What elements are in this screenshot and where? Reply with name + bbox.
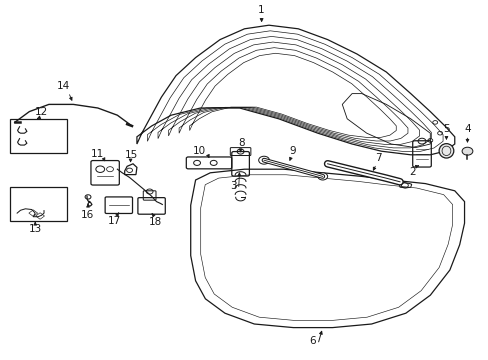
Text: 10: 10 bbox=[193, 145, 205, 156]
Text: 17: 17 bbox=[108, 216, 122, 226]
Text: 4: 4 bbox=[463, 124, 470, 134]
Circle shape bbox=[317, 173, 327, 180]
Text: 13: 13 bbox=[28, 224, 42, 234]
Text: 11: 11 bbox=[91, 149, 104, 159]
Circle shape bbox=[258, 156, 269, 164]
Ellipse shape bbox=[438, 144, 453, 158]
Text: 14: 14 bbox=[57, 81, 70, 91]
Ellipse shape bbox=[352, 169, 360, 173]
Text: 7: 7 bbox=[374, 153, 381, 163]
Text: 8: 8 bbox=[238, 138, 244, 148]
Text: 15: 15 bbox=[124, 150, 138, 160]
Circle shape bbox=[461, 147, 472, 155]
Text: 12: 12 bbox=[35, 107, 48, 117]
Text: 3: 3 bbox=[229, 181, 236, 191]
Text: 5: 5 bbox=[442, 124, 449, 134]
Text: 16: 16 bbox=[80, 210, 94, 220]
Text: 18: 18 bbox=[148, 217, 162, 227]
Ellipse shape bbox=[337, 166, 346, 169]
Ellipse shape bbox=[366, 173, 374, 176]
Text: 9: 9 bbox=[288, 145, 295, 156]
Ellipse shape bbox=[381, 176, 389, 180]
Text: 1: 1 bbox=[258, 5, 264, 15]
Text: 2: 2 bbox=[408, 167, 415, 177]
Text: 6: 6 bbox=[309, 336, 316, 346]
